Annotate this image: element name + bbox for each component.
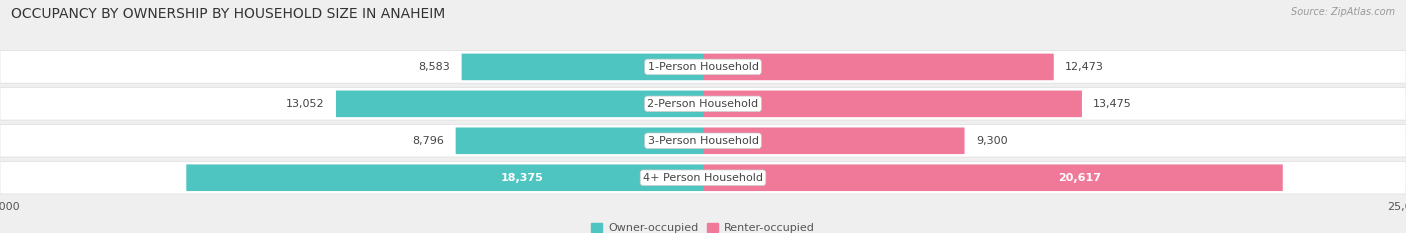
FancyBboxPatch shape [0, 88, 1406, 120]
Text: 1-Person Household: 1-Person Household [648, 62, 758, 72]
Text: 8,796: 8,796 [412, 136, 444, 146]
Text: 18,375: 18,375 [501, 173, 544, 183]
Text: 3-Person Household: 3-Person Household [648, 136, 758, 146]
Text: 9,300: 9,300 [976, 136, 1007, 146]
Text: OCCUPANCY BY OWNERSHIP BY HOUSEHOLD SIZE IN ANAHEIM: OCCUPANCY BY OWNERSHIP BY HOUSEHOLD SIZE… [11, 7, 446, 21]
FancyBboxPatch shape [0, 125, 1406, 157]
Text: 12,473: 12,473 [1064, 62, 1104, 72]
Text: 2-Person Household: 2-Person Household [647, 99, 759, 109]
FancyBboxPatch shape [0, 161, 1406, 194]
FancyBboxPatch shape [461, 54, 703, 80]
Legend: Owner-occupied, Renter-occupied: Owner-occupied, Renter-occupied [586, 219, 820, 233]
Text: 4+ Person Household: 4+ Person Household [643, 173, 763, 183]
Text: 20,617: 20,617 [1059, 173, 1101, 183]
FancyBboxPatch shape [703, 91, 1083, 117]
FancyBboxPatch shape [336, 91, 703, 117]
FancyBboxPatch shape [703, 127, 965, 154]
FancyBboxPatch shape [186, 164, 703, 191]
Text: 13,052: 13,052 [285, 99, 325, 109]
FancyBboxPatch shape [0, 51, 1406, 83]
FancyBboxPatch shape [703, 164, 1282, 191]
FancyBboxPatch shape [703, 54, 1053, 80]
Text: 13,475: 13,475 [1094, 99, 1132, 109]
Text: Source: ZipAtlas.com: Source: ZipAtlas.com [1291, 7, 1395, 17]
Text: 8,583: 8,583 [419, 62, 450, 72]
FancyBboxPatch shape [456, 127, 703, 154]
